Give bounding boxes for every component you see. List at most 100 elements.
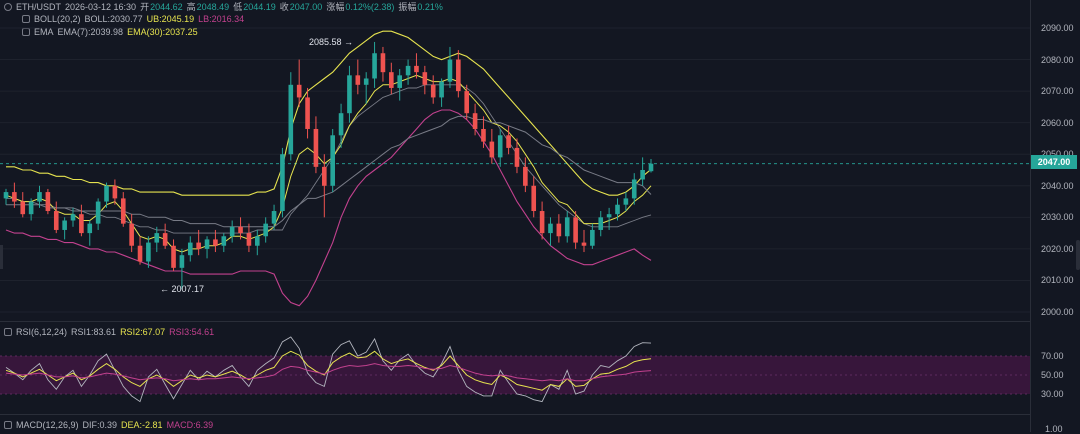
- price-chart[interactable]: [0, 0, 1030, 432]
- candle-body: [3, 192, 9, 199]
- datetime-label: 2026-03-12 16:30: [65, 2, 137, 12]
- candle-body: [112, 185, 118, 199]
- candle-body: [355, 75, 361, 85]
- indicator-settings-icon[interactable]: [22, 15, 30, 23]
- left-drag-handle[interactable]: [0, 245, 3, 269]
- candle-body: [70, 214, 76, 221]
- candle-body: [296, 84, 302, 98]
- candle-body: [581, 242, 587, 246]
- rsi1-line: [5, 336, 652, 403]
- indicator-settings-icon[interactable]: [4, 421, 12, 429]
- candle-body: [640, 170, 645, 180]
- candle-body: [104, 185, 109, 202]
- candle-body: [162, 233, 168, 246]
- candle-body: [564, 217, 570, 237]
- chart-settings-icon[interactable]: [4, 3, 12, 11]
- candle-body: [606, 214, 612, 218]
- rsi2-line: [5, 350, 652, 391]
- candle-body: [422, 72, 428, 85]
- candle-body: [12, 192, 17, 202]
- boll-ub-value: UB:2045.19: [146, 14, 195, 24]
- ema-label[interactable]: EMA: [34, 27, 54, 37]
- boll-label[interactable]: BOLL(20,2): [34, 14, 81, 24]
- candle-body: [137, 245, 143, 262]
- candle-body: [439, 81, 444, 98]
- boll-mid-line: [6, 84, 652, 234]
- candle-body: [95, 201, 101, 224]
- candle-body: [330, 135, 335, 186]
- indicator-settings-icon[interactable]: [4, 328, 12, 336]
- price-tick: 2080.00: [1041, 55, 1074, 65]
- candle-body: [322, 166, 327, 186]
- current-price-tag: 2047.00: [1031, 155, 1077, 169]
- amplitude-label: 振幅: [398, 2, 417, 12]
- rsi-label[interactable]: RSI(6,12,24): [16, 327, 68, 337]
- macd-label[interactable]: MACD(12,26,9): [16, 420, 79, 430]
- boll-info-line: BOLL(20,2) BOLL:2030.77 UB:2045.19 LB:2016.…: [22, 13, 248, 25]
- candle-body: [171, 245, 176, 268]
- price-axis[interactable]: 2090.00 2080.00 2070.00 2060.00 2050.00 …: [1030, 0, 1080, 434]
- candle-body: [631, 179, 637, 199]
- candle-body: [430, 84, 436, 98]
- candle-body: [146, 242, 151, 262]
- candle-body: [523, 166, 528, 186]
- candle-body: [246, 233, 252, 246]
- ema30-value: EMA(30):2037.25: [127, 27, 198, 37]
- candle-body: [45, 192, 51, 212]
- candle-body: [573, 217, 578, 243]
- candle-body: [598, 217, 604, 230]
- candle-body: [288, 84, 294, 155]
- rsi-tick: 70.00: [1041, 351, 1064, 361]
- candle-body: [372, 53, 377, 79]
- candle-body: [305, 97, 310, 129]
- pane-divider[interactable]: [0, 414, 1030, 415]
- close-label: 收: [279, 2, 289, 12]
- candle-body: [539, 211, 545, 234]
- candle-body: [229, 226, 235, 237]
- candle-body: [380, 53, 386, 73]
- macd-info-line: MACD(12,26,9) DIF:0.39 DEA:-2.81 MACD:6.39: [4, 419, 217, 431]
- open-label: 开: [140, 2, 150, 12]
- low-label: 低: [233, 2, 243, 12]
- candle-body: [414, 65, 419, 73]
- candle-body: [28, 201, 34, 215]
- candle-body: [506, 135, 511, 148]
- ema30-line: [6, 115, 652, 228]
- ema7-value: EMA(7):2039.98: [57, 27, 124, 37]
- candle-body: [363, 78, 369, 85]
- symbol-info-line: ETH/USDT 2026-03-12 16:30 开2044.62 高2048.49…: [4, 1, 447, 13]
- candle-body: [254, 236, 260, 246]
- candle-body: [87, 223, 93, 234]
- low-annotation: ← 2007.17: [160, 284, 205, 294]
- candle-body: [196, 242, 201, 249]
- price-tick: 2030.00: [1041, 212, 1074, 222]
- price-tick: 2040.00: [1041, 181, 1074, 191]
- candle-body: [464, 91, 470, 114]
- high-value: 2048.49: [196, 2, 230, 12]
- candle-body: [271, 211, 277, 224]
- candle-body: [648, 163, 654, 172]
- candle-body: [405, 65, 411, 76]
- price-tick: 2050.00: [1041, 149, 1074, 159]
- candle-body: [238, 226, 243, 234]
- candle-body: [204, 239, 210, 249]
- price-tick: 2090.00: [1041, 23, 1074, 33]
- candle-body: [556, 223, 562, 237]
- close-value: 2047.00: [289, 2, 323, 12]
- candle-body: [20, 201, 26, 215]
- candle-body: [397, 75, 403, 88]
- price-tick: 2020.00: [1041, 244, 1074, 254]
- candle-body: [263, 223, 268, 237]
- price-tick: 2010.00: [1041, 275, 1074, 285]
- boll-upper-line: [6, 30, 652, 196]
- candle-body: [280, 154, 285, 212]
- dif-value: DIF:0.39: [82, 420, 118, 430]
- candle-body: [481, 128, 486, 142]
- open-value: 2044.62: [150, 2, 183, 12]
- candle-body: [615, 204, 620, 215]
- candle-body: [120, 198, 126, 224]
- change-value: 0.12%(2.38): [345, 2, 395, 12]
- axis-drag-handle[interactable]: [1076, 240, 1080, 270]
- pane-divider[interactable]: [0, 321, 1030, 322]
- candle-body: [313, 128, 319, 167]
